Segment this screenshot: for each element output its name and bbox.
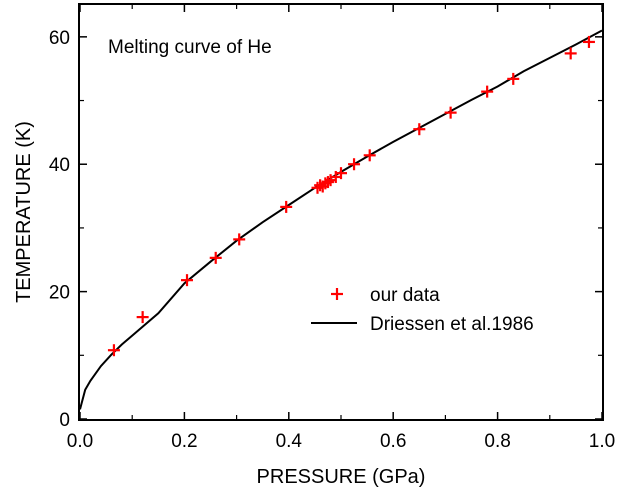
y-tick-labels: 0 20 40 60 <box>49 28 70 431</box>
data-point <box>233 233 246 246</box>
x-tick-label: 0.4 <box>276 431 303 452</box>
x-tick-label: 0.0 <box>67 431 93 452</box>
data-point <box>181 274 194 287</box>
x-tick-label: 0.2 <box>171 431 197 452</box>
data-point <box>481 85 494 98</box>
x-tick-label: 1.0 <box>589 431 615 452</box>
x-axis-title: PRESSURE (GPa) <box>257 466 426 488</box>
data-point <box>363 149 376 162</box>
data-point <box>321 176 334 189</box>
x-tick-label: 0.8 <box>484 431 510 452</box>
y-tick-label: 0 <box>59 410 70 431</box>
driessen-curve <box>79 29 603 410</box>
data-point <box>311 181 324 194</box>
data-point <box>280 200 293 213</box>
data-point <box>209 251 222 264</box>
legend-label-driessen: Driessen et al.1986 <box>370 314 534 335</box>
y-tick-label: 40 <box>49 155 70 176</box>
axis-ticks <box>79 5 603 420</box>
y-axis-title: TEMPERATURE (K) <box>13 121 35 303</box>
legend-marker-our-data <box>331 288 343 300</box>
legend-plus-marker <box>331 288 343 300</box>
plot-frame <box>78 3 604 421</box>
data-point <box>507 72 520 85</box>
data-point <box>582 35 595 48</box>
legend-label-our-data: our data <box>370 285 440 306</box>
data-point <box>413 123 426 136</box>
data-point <box>136 311 149 324</box>
y-tick-label: 60 <box>49 28 70 49</box>
data-point <box>348 158 361 171</box>
legend: our data Driessen et al.1986 <box>311 285 534 335</box>
data-point <box>335 167 347 180</box>
y-tick-label: 20 <box>49 283 70 304</box>
x-tick-label: 0.6 <box>380 431 406 452</box>
data-point <box>107 344 120 357</box>
data-point <box>564 47 577 60</box>
data-point <box>314 179 327 192</box>
x-tick-labels: 0.0 0.2 0.4 0.6 0.8 1.0 <box>67 431 615 452</box>
our-data-points <box>107 35 595 357</box>
chart-annotation: Melting curve of He <box>108 37 272 58</box>
data-point <box>444 106 457 119</box>
